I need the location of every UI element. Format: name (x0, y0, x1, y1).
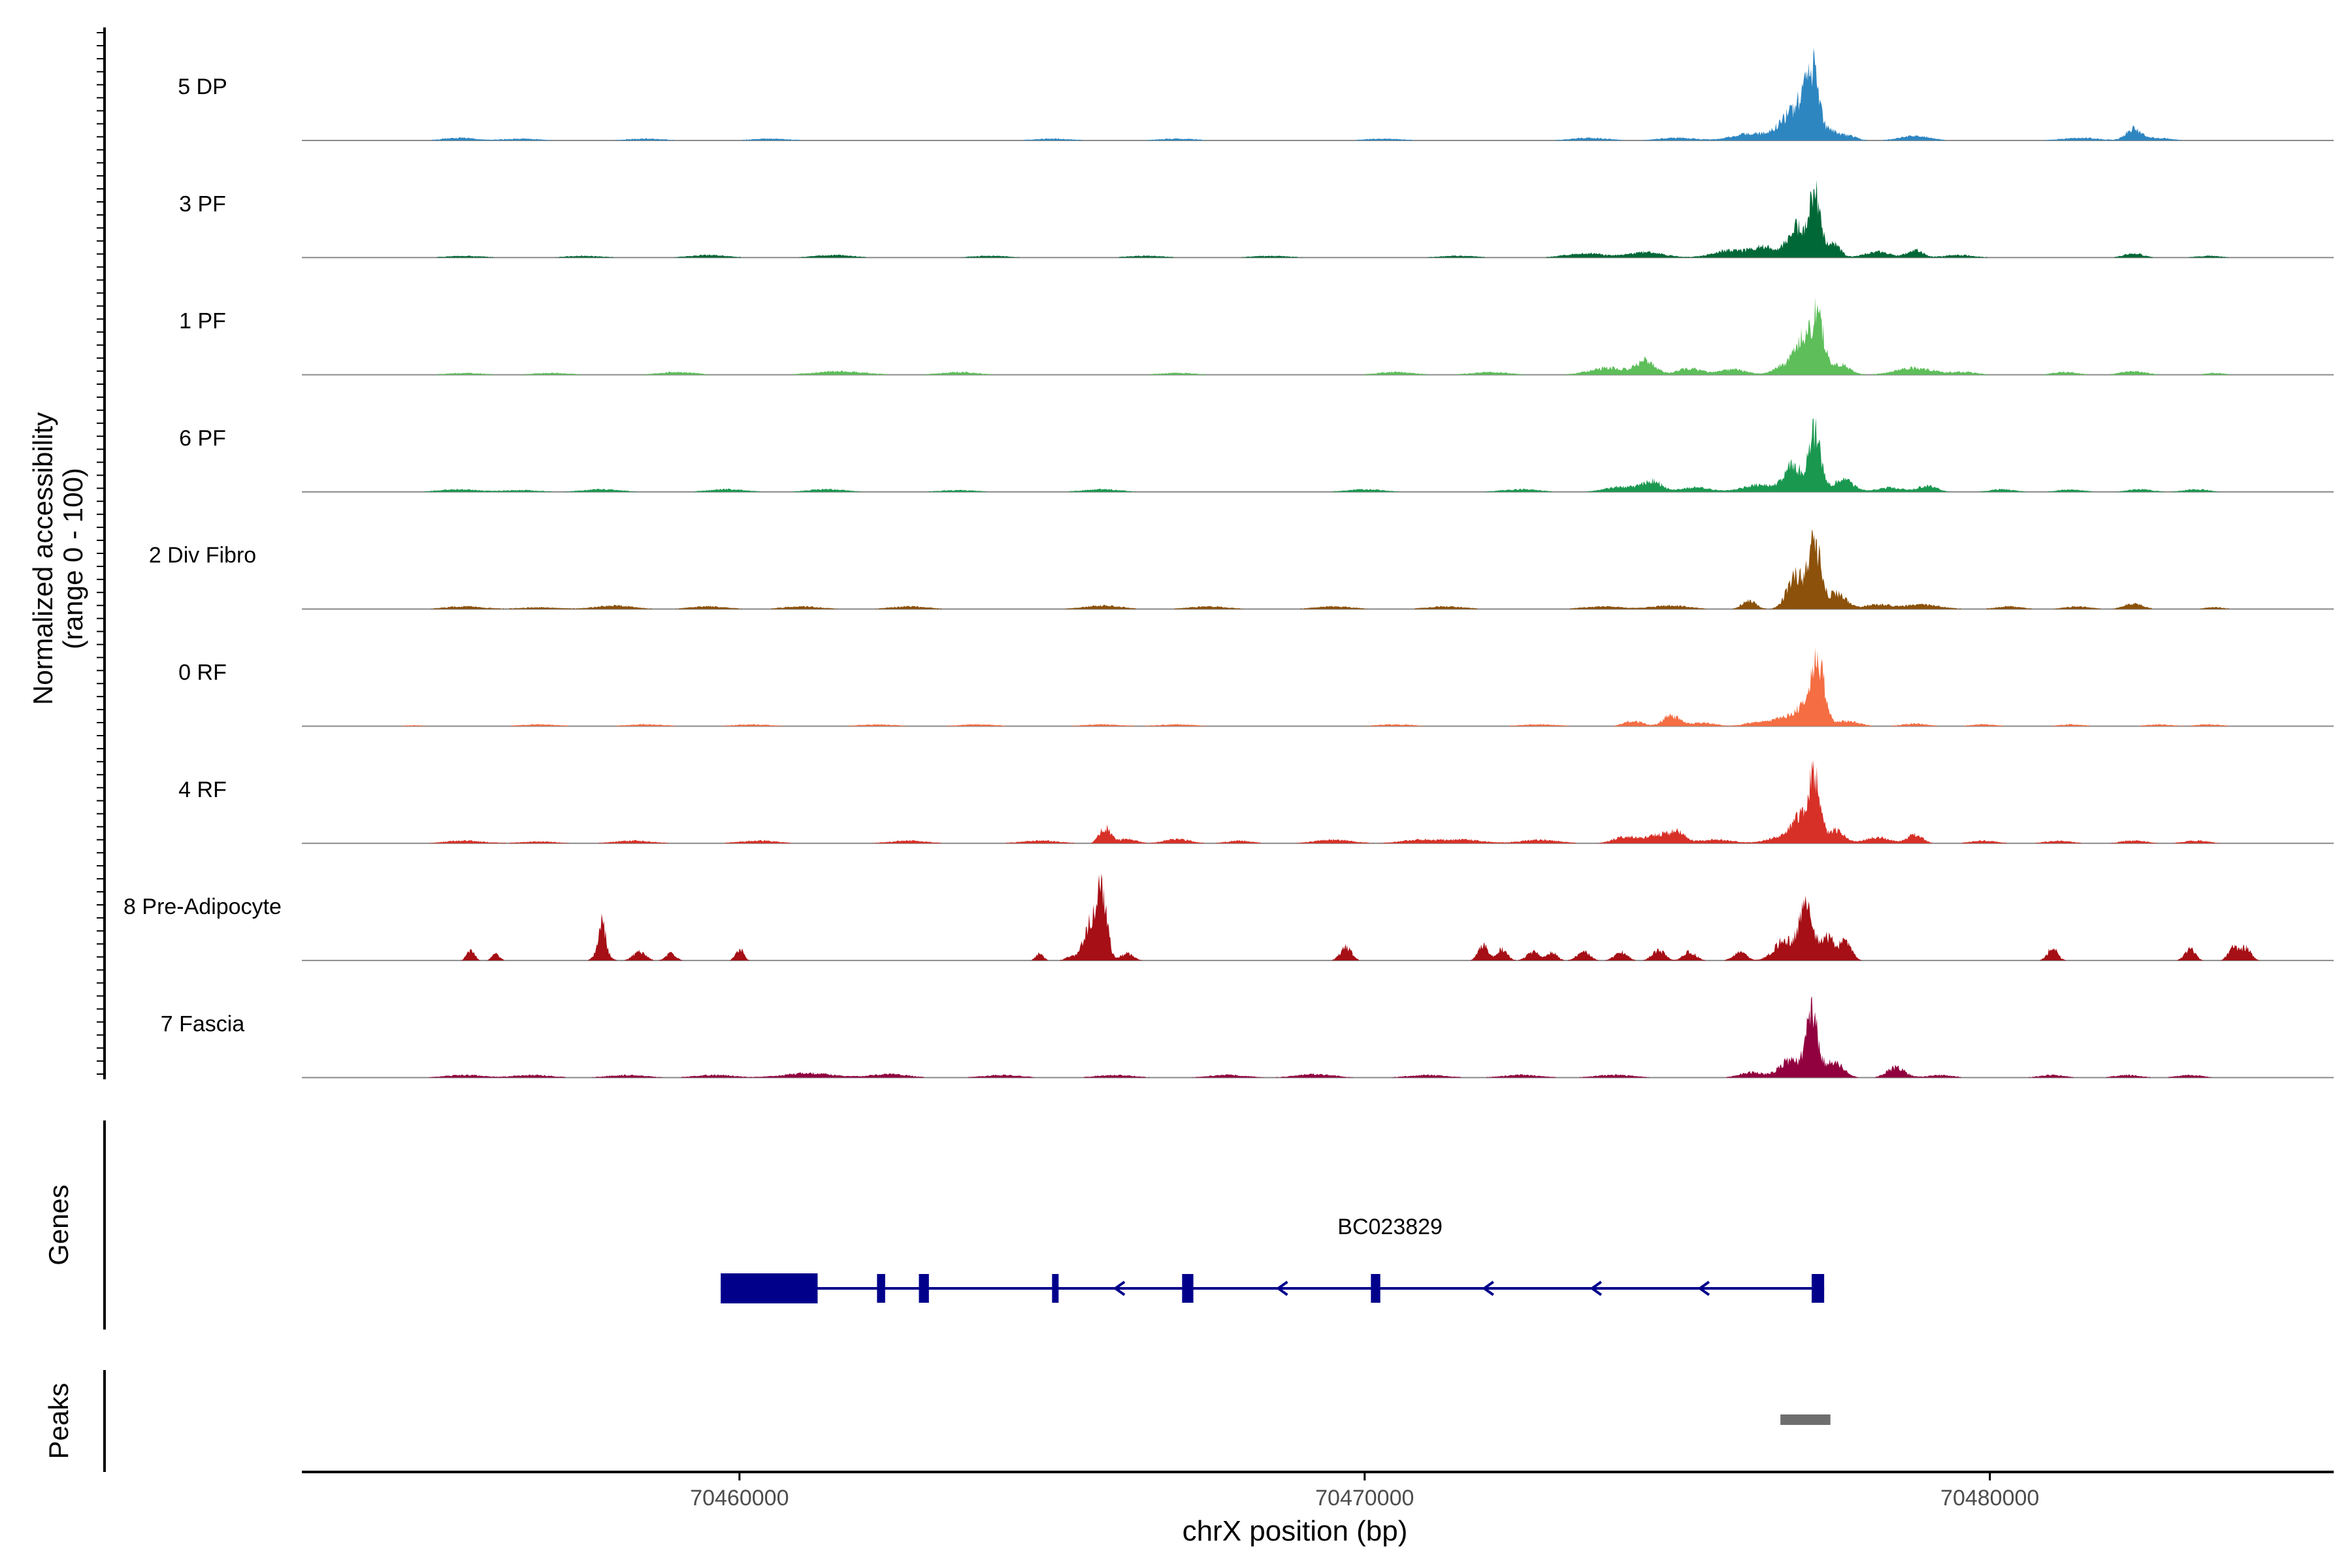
genes-panel: Genes BC023829 (43, 1120, 1825, 1330)
gene-exon (877, 1274, 885, 1303)
track-label: 2 Div Fibro (149, 543, 256, 568)
track-label: 0 RF (178, 661, 227, 685)
strand-arrow (1276, 1281, 1288, 1296)
coverage-area (302, 760, 2334, 843)
x-axis-title: chrX position (bp) (1183, 1515, 1408, 1547)
strand-arrow (1697, 1281, 1710, 1296)
gene-exon (1052, 1274, 1059, 1303)
x-tick-label: 70470000 (1315, 1486, 1414, 1511)
track-2-div-fibro: 2 Div Fibro (149, 529, 2334, 610)
strand-arrow (1113, 1281, 1126, 1296)
peaks-panel: Peaks (43, 1370, 1831, 1472)
strand-arrow (1482, 1281, 1494, 1296)
track-5-dp: 5 DP (178, 48, 2334, 141)
genes-panel-label: Genes (43, 1184, 74, 1266)
coverage-area (302, 180, 2334, 258)
track-1-pf: 1 PF (179, 297, 2334, 376)
track-6-pf: 6 PF (179, 418, 2334, 493)
gene-exon (919, 1274, 929, 1303)
coverage-area (302, 297, 2334, 375)
track-label: 6 PF (179, 426, 226, 451)
coverage-area (302, 418, 2334, 492)
track-8-pre-adipocyte: 8 Pre-Adipocyte (123, 873, 2334, 962)
track-label: 7 Fascia (161, 1011, 245, 1036)
gene-exon (1811, 1274, 1825, 1303)
y-axis-label-line1: Normalized accessibility (27, 412, 58, 705)
track-0-rf: 0 RF (178, 647, 2334, 727)
track-4-rf: 4 RF (178, 760, 2334, 844)
track-label: 8 Pre-Adipocyte (123, 894, 282, 919)
coverage-area (302, 48, 2334, 140)
gene-exon (721, 1273, 818, 1303)
peak-region (1780, 1414, 1831, 1425)
gene-name-label: BC023829 (1337, 1215, 1443, 1239)
coverage-tracks: 5 DP 3 PF 1 PF 6 PF 2 Div Fibro 0 RF 4 RF 8 Pre… (97, 27, 2334, 1079)
y-axis-label-line2: (range 0 - 100) (57, 468, 88, 649)
peaks-panel-label: Peaks (43, 1383, 74, 1460)
track-label: 1 PF (179, 309, 226, 334)
strand-arrow (1590, 1281, 1602, 1296)
coverage-area (302, 647, 2334, 727)
coverage-area (302, 529, 2334, 610)
x-axis: chrX position (bp) 70460000 70470000 70480… (302, 1471, 2334, 1547)
track-label: 5 DP (178, 74, 227, 99)
gene-exon (1182, 1274, 1194, 1303)
y-axis-title: Normalized accessibility (range 0 - 100) (27, 412, 88, 705)
track-label: 4 RF (178, 777, 227, 802)
track-label: 3 PF (179, 191, 226, 216)
track-7-fascia: 7 Fascia (161, 996, 2334, 1079)
track-3-pf: 3 PF (179, 180, 2334, 259)
x-tick-label: 70480000 (1940, 1486, 2039, 1511)
x-tick-label: 70460000 (690, 1486, 789, 1511)
coverage-area (302, 996, 2334, 1078)
coverage-area (302, 873, 2334, 961)
gene-exon (1371, 1274, 1380, 1303)
